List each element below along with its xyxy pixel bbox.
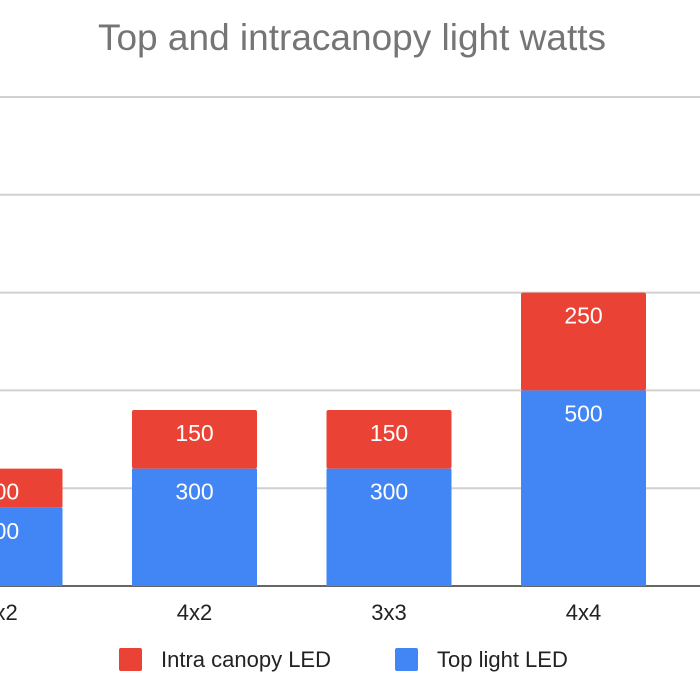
data-label: 500 <box>564 400 602 426</box>
bar-top-light-led <box>326 468 452 586</box>
x-tick-label: 2x2 <box>0 600 18 625</box>
bar-top-light-led <box>521 390 646 586</box>
x-tick-label: 4x4 <box>566 600 601 625</box>
data-label: 300 <box>175 479 213 505</box>
data-label: 100 <box>0 479 19 505</box>
data-label: 150 <box>370 420 408 446</box>
bar-intra-canopy-led <box>326 409 452 469</box>
chart-title: Top and intracanopy light watts <box>98 17 606 58</box>
data-label: 150 <box>175 420 213 446</box>
data-label: 200 <box>0 518 19 544</box>
bar-top-light-led <box>0 507 63 586</box>
legend-label: Top light LED <box>437 647 568 672</box>
legend-label: Intra canopy LED <box>161 647 331 672</box>
bar-intra-canopy-led <box>0 468 63 508</box>
legend-swatch <box>119 648 142 671</box>
data-label: 250 <box>564 303 602 329</box>
x-tick-label: 4x2 <box>177 600 212 625</box>
bar-intra-canopy-led <box>132 409 257 469</box>
legend-swatch <box>395 648 418 671</box>
data-label: 300 <box>370 479 408 505</box>
x-tick-label: 3x3 <box>371 600 406 625</box>
bar-top-light-led <box>132 468 257 586</box>
bar-intra-canopy-led <box>521 292 646 391</box>
